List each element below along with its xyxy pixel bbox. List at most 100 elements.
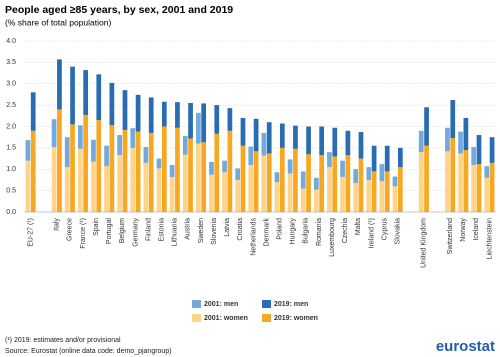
bar-segment [143, 162, 149, 212]
bar-segment [476, 135, 482, 165]
bar-segment [306, 126, 311, 155]
bar-segment [30, 130, 36, 212]
bar-segment [397, 147, 403, 168]
y-tick-label: 3.0 [6, 81, 16, 88]
bar-segment [175, 127, 180, 212]
bar-segment [266, 122, 272, 154]
bar-segment [489, 162, 495, 212]
y-tick-label: 3.5 [6, 59, 16, 66]
bar-segment [293, 148, 298, 212]
bar-segment [214, 105, 220, 134]
x-tick-label: Slovakia [395, 218, 402, 245]
bar-segment [122, 90, 128, 130]
bar-segment [109, 125, 115, 212]
bar-segment [122, 129, 128, 212]
bar-segment [209, 174, 214, 212]
bar-segment [57, 59, 62, 110]
legend-swatch [192, 314, 201, 322]
x-tick-label: Spain [93, 218, 100, 236]
bar-segment [235, 179, 241, 212]
bar-segment [188, 138, 193, 212]
bar-segment [156, 158, 162, 169]
legend-label: 2001: men [204, 301, 238, 308]
bar-segment [384, 145, 390, 172]
x-tick-label: Germany [132, 218, 139, 247]
bar-segment [117, 155, 123, 212]
bar-segment [240, 117, 246, 146]
x-tick-label: Ireland (¹) [368, 218, 375, 248]
x-tick-label: Lithuania [172, 218, 179, 247]
bar-segment [340, 176, 345, 212]
bar-segment [371, 145, 377, 172]
x-tick-label: Belgium [119, 218, 126, 243]
bar-segment [148, 97, 154, 133]
bar-segment [371, 171, 377, 212]
bar-segment [266, 153, 272, 212]
y-tick-label: 1.0 [6, 166, 16, 173]
bar-segment [222, 172, 227, 212]
bar-segment [64, 137, 70, 168]
bar-segment [143, 147, 149, 163]
y-tick-label: 4.0 [6, 38, 16, 45]
bar-segment [91, 161, 96, 212]
x-tick-label: United Kingdom [421, 218, 428, 268]
x-tick-label: EU-27 (¹) [27, 218, 34, 247]
bar-segment [345, 155, 351, 212]
bar-segment [83, 70, 89, 115]
bar-segment [169, 176, 175, 212]
bar-segment [182, 135, 188, 155]
x-tick-label: Sweden [198, 218, 205, 243]
bar-segment [96, 120, 102, 212]
bar-segment [424, 107, 429, 146]
bar-segment [287, 159, 293, 174]
bar-segment [327, 167, 332, 212]
bar-segment [156, 168, 162, 212]
bar-segment [484, 177, 490, 212]
bar-segment [463, 150, 469, 212]
x-tick-label: Liechtenstein [486, 218, 493, 259]
y-tick-label: 0.5 [6, 187, 16, 194]
x-tick-label: Slovenia [211, 218, 218, 245]
bar-segment [182, 154, 188, 212]
logo: eurostat [436, 338, 495, 355]
bar-segment [64, 167, 70, 212]
bar-segment [379, 164, 385, 182]
bar-segment [222, 160, 227, 173]
x-tick-label: Austria [185, 218, 192, 240]
bar-segment [327, 152, 332, 168]
bar-segment [384, 171, 390, 212]
bar-segment [279, 147, 285, 212]
bar-segment [358, 158, 364, 212]
x-tick-label: Luxembourg [329, 218, 336, 257]
x-tick-label: Romania [316, 218, 323, 246]
bar-segment [227, 108, 233, 131]
bar-segment [340, 160, 345, 177]
bar-segment [51, 147, 57, 212]
bar-segment [201, 103, 207, 143]
bar-segment [261, 132, 267, 156]
bar-segment [188, 102, 193, 139]
bar-segment [392, 186, 398, 212]
x-tick-label: Italy [54, 218, 61, 231]
bar-segment [353, 169, 359, 183]
x-tick-label: Iceland [473, 218, 480, 241]
legend-label: 2001: women [204, 315, 248, 322]
bar-segment [353, 182, 359, 212]
bar-segment [148, 132, 154, 212]
bar-segment [195, 143, 201, 212]
x-tick-label: Bulgaria [303, 218, 310, 244]
bar-segment [306, 154, 311, 212]
bar-segment [248, 164, 254, 212]
bar-segment [274, 182, 280, 212]
bar-segment [253, 151, 259, 212]
bar-segment [51, 119, 57, 148]
bar-segment [379, 181, 385, 212]
bar-segment [104, 166, 109, 212]
bar-segment [227, 130, 233, 212]
bar-segment [392, 176, 398, 187]
x-tick-label: Croatia [237, 218, 244, 241]
bar-segment [201, 142, 207, 212]
bar-segment [450, 138, 456, 212]
bar-segment [458, 131, 463, 154]
